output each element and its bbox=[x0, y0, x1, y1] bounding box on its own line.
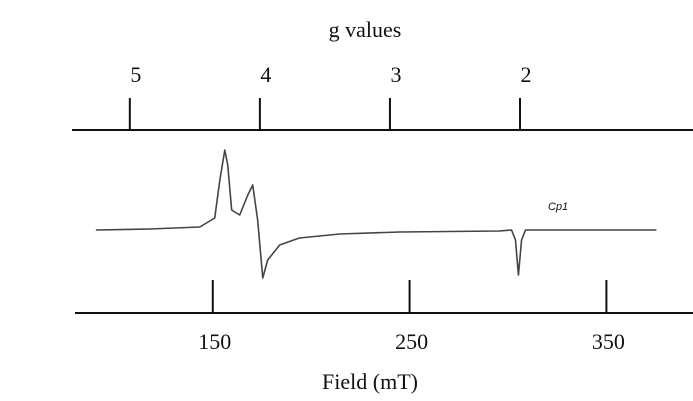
x2-tick-label: 4 bbox=[260, 62, 271, 87]
x2-tick-label: 5 bbox=[130, 62, 141, 87]
x-tick-label: 350 bbox=[592, 329, 625, 354]
chart: g values Field (mT) Cp1 150 250 350 5 4 3 2 bbox=[0, 0, 693, 401]
annotation: Cp1 bbox=[548, 201, 568, 213]
x-axis-label: Field (mT) bbox=[322, 369, 418, 394]
spectrum-line bbox=[96, 150, 657, 278]
x2-tick-label: 2 bbox=[521, 62, 532, 87]
x-tick-label: 150 bbox=[198, 329, 231, 354]
x-tick-label: 250 bbox=[395, 329, 428, 354]
x2-tick-label: 3 bbox=[390, 62, 401, 87]
chart-title: g values bbox=[329, 17, 402, 42]
